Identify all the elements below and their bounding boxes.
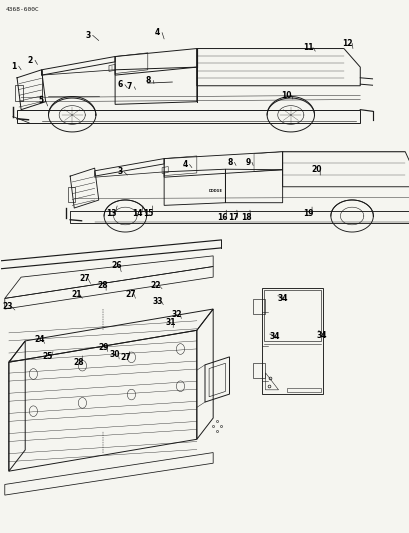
Text: 22: 22 bbox=[151, 281, 161, 290]
Text: 5: 5 bbox=[38, 96, 43, 105]
Text: 4: 4 bbox=[154, 28, 160, 37]
Text: 2: 2 bbox=[27, 56, 33, 64]
Text: 10: 10 bbox=[281, 91, 291, 100]
Text: 18: 18 bbox=[241, 213, 252, 222]
Text: 3: 3 bbox=[117, 167, 122, 176]
Text: 9: 9 bbox=[245, 158, 250, 167]
Text: 27: 27 bbox=[79, 273, 90, 282]
Text: 25: 25 bbox=[43, 352, 53, 361]
Text: 8: 8 bbox=[227, 158, 232, 167]
Text: 27: 27 bbox=[120, 353, 130, 362]
Text: 4368-600C: 4368-600C bbox=[6, 7, 39, 12]
Text: 34: 34 bbox=[269, 332, 279, 341]
Text: 34: 34 bbox=[277, 294, 287, 303]
Text: 28: 28 bbox=[97, 280, 108, 289]
Text: 33: 33 bbox=[153, 296, 163, 305]
Text: 20: 20 bbox=[310, 165, 321, 174]
Text: 8: 8 bbox=[146, 76, 151, 85]
Text: 13: 13 bbox=[106, 209, 116, 218]
Text: 23: 23 bbox=[3, 302, 13, 311]
Text: 11: 11 bbox=[302, 43, 312, 52]
Text: 32: 32 bbox=[171, 310, 182, 319]
Text: 19: 19 bbox=[302, 209, 312, 218]
Text: 16: 16 bbox=[216, 213, 227, 222]
Text: 30: 30 bbox=[110, 350, 120, 359]
Text: 14: 14 bbox=[132, 209, 142, 218]
Text: 34: 34 bbox=[315, 331, 326, 340]
Text: 1: 1 bbox=[11, 62, 16, 70]
Text: 7: 7 bbox=[126, 82, 132, 91]
Text: 28: 28 bbox=[73, 358, 83, 367]
Text: DODGE: DODGE bbox=[208, 189, 222, 193]
Text: 21: 21 bbox=[71, 289, 81, 298]
Bar bbox=[253, 300, 264, 314]
Text: 26: 26 bbox=[111, 261, 121, 270]
Text: 29: 29 bbox=[98, 343, 109, 352]
Text: 24: 24 bbox=[34, 335, 45, 344]
Text: 17: 17 bbox=[228, 213, 238, 222]
Text: 3: 3 bbox=[85, 31, 90, 40]
Bar bbox=[15, 85, 23, 101]
Text: 27: 27 bbox=[125, 289, 136, 298]
Text: 4: 4 bbox=[182, 160, 188, 169]
Text: 15: 15 bbox=[143, 209, 153, 218]
Bar bbox=[253, 364, 264, 378]
Text: 12: 12 bbox=[341, 39, 352, 48]
Bar bbox=[68, 187, 75, 201]
Text: 31: 31 bbox=[164, 318, 175, 327]
Text: 6: 6 bbox=[117, 80, 122, 89]
